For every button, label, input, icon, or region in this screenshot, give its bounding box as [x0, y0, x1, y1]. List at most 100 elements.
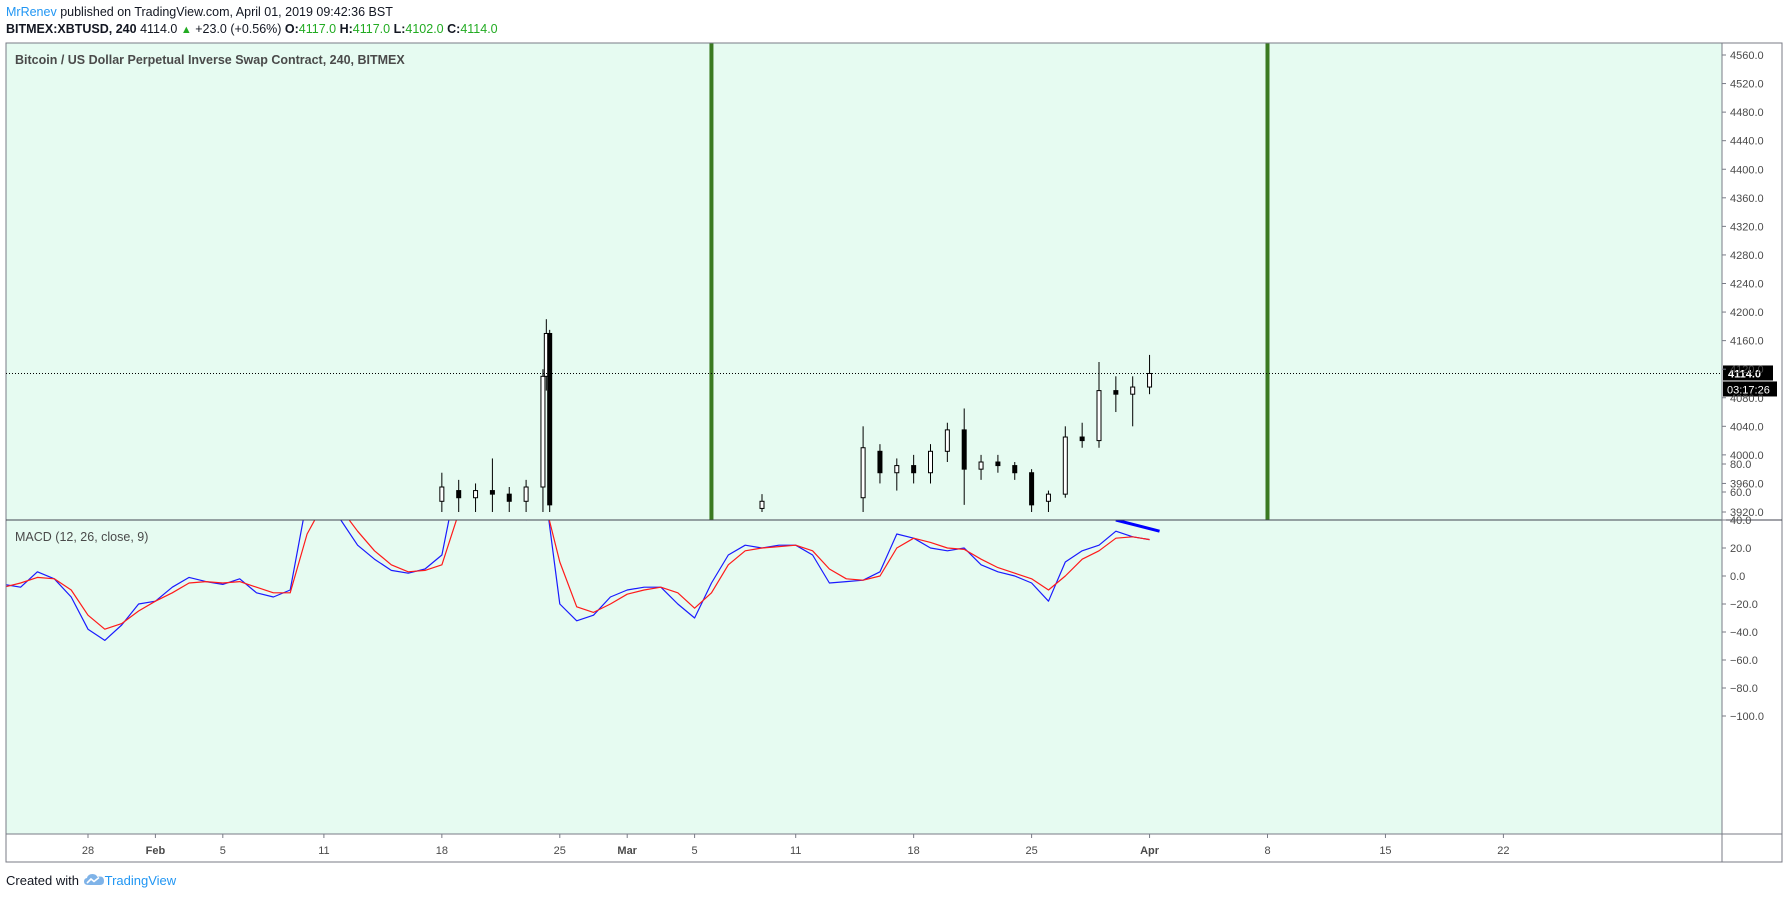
price-tick-label: 4440.0 — [1730, 136, 1764, 148]
time-tick-label: 5 — [220, 845, 226, 857]
candle[interactable] — [1113, 376, 1119, 413]
tradingview-link[interactable]: TradingView — [104, 873, 177, 888]
signal-line-series[interactable] — [0, 470, 1150, 630]
high-label: H: — [339, 22, 353, 36]
macd-lines-group — [0, 461, 1160, 641]
macd-tick-label: 40.0 — [1730, 515, 1751, 527]
last-price-marker: 4114.0 03:17:26 — [6, 365, 1777, 397]
last-price-tag-text: 4114.0 — [1728, 368, 1761, 380]
candle-body — [506, 493, 512, 502]
last-price-tag — [1723, 365, 1773, 381]
candle[interactable] — [894, 458, 900, 491]
candle[interactable] — [877, 444, 883, 484]
candle-body — [540, 375, 546, 488]
candle-body — [456, 490, 462, 499]
candle[interactable] — [506, 487, 512, 512]
author-link[interactable]: MrRenev — [6, 5, 57, 19]
candle-body — [489, 490, 495, 495]
candles-group — [439, 319, 1153, 512]
chart-outer-border — [5, 42, 1783, 863]
time-tick-label: 8 — [1264, 845, 1270, 857]
candle-body — [1113, 390, 1119, 395]
candle[interactable] — [547, 329, 553, 512]
macd-line-series[interactable] — [0, 461, 1150, 641]
candle-body — [1012, 465, 1018, 474]
tradingview-cloud-icon — [83, 874, 104, 885]
candle[interactable] — [1045, 490, 1051, 512]
time-tick-label: 15 — [1379, 845, 1391, 857]
time-tick-label: Mar — [617, 845, 637, 857]
candle-body — [1029, 472, 1035, 506]
up-arrow-icon: ▲ — [180, 24, 192, 36]
candle-body — [1130, 386, 1136, 395]
price-tick-label: 4320.0 — [1730, 221, 1764, 233]
macd-tick-label: 20.0 — [1730, 543, 1751, 555]
candle[interactable] — [995, 454, 1001, 473]
price-tick-label: 4280.0 — [1730, 250, 1764, 262]
candle-body — [547, 332, 553, 506]
candle[interactable] — [978, 454, 984, 480]
candle[interactable] — [944, 422, 950, 463]
open-value: 4117.0 — [298, 22, 337, 36]
candle-body — [978, 461, 984, 470]
candle-body — [1147, 372, 1153, 388]
time-tick-label: 11 — [790, 845, 801, 857]
candle[interactable] — [911, 454, 917, 484]
candle[interactable] — [1012, 462, 1018, 480]
price-tick-label: 3960.0 — [1730, 478, 1764, 490]
low-label: L: — [393, 22, 406, 36]
macd-pane-background[interactable] — [6, 520, 1722, 834]
candle[interactable] — [1062, 426, 1068, 498]
time-tick-label: Apr — [1140, 845, 1160, 857]
chart-header: MrRenev published on TradingView.com, Ap… — [6, 4, 498, 39]
candle[interactable] — [439, 472, 445, 512]
candle[interactable] — [1079, 422, 1085, 448]
candle-body — [1096, 390, 1102, 442]
candle[interactable] — [1130, 376, 1136, 427]
candle[interactable] — [759, 494, 765, 512]
candle[interactable] — [1096, 362, 1102, 448]
macd-tick-label: 80.0 — [1730, 459, 1751, 471]
candle[interactable] — [928, 444, 933, 484]
candle-body — [523, 486, 529, 502]
candle-body — [995, 461, 1001, 467]
price-tick-label: 4560.0 — [1730, 50, 1764, 62]
candle[interactable] — [473, 483, 479, 512]
price-tick-label: 3920.0 — [1730, 507, 1764, 519]
price-pane-background[interactable] — [6, 43, 1722, 520]
price-axis[interactable]: 4560.0 4520.0 4480.0 4440.0 4400.0 4360.0 4320… — [1722, 50, 1764, 519]
candle[interactable] — [540, 369, 546, 512]
price-tick-label: 4120.0 — [1730, 364, 1764, 376]
symbol-label: BITMEX:XBTUSD, 240 — [6, 22, 137, 36]
time-tick-label: 25 — [554, 845, 566, 857]
candle[interactable] — [961, 408, 967, 505]
chart-borders — [5, 42, 1783, 863]
time-tick-label: 18 — [436, 845, 448, 857]
macd-tick-label: 0.0 — [1730, 571, 1745, 583]
trendline-annotation[interactable] — [1115, 520, 1160, 533]
price-tick-label: 4200.0 — [1730, 307, 1764, 319]
candle-body — [1045, 493, 1051, 502]
publish-line: MrRenev published on TradingView.com, Ap… — [6, 4, 498, 21]
candle[interactable] — [456, 479, 462, 512]
macd-tick-label: −20.0 — [1730, 599, 1758, 611]
macd-tick-label: −60.0 — [1730, 655, 1758, 667]
time-tick-label: 11 — [318, 845, 329, 857]
price-tick-label: 4400.0 — [1730, 164, 1764, 176]
candle[interactable] — [523, 479, 529, 512]
footer: Created with TradingView — [6, 873, 176, 888]
time-tick-label: 28 — [82, 845, 94, 857]
created-with-text: Created with — [6, 873, 79, 888]
candle[interactable] — [1029, 469, 1035, 512]
macd-axis[interactable]: 80.0 60.0 40.0 20.0 0.0 −20.0 −40.0 −60.0 −80.0 −… — [1722, 459, 1764, 723]
candle[interactable] — [489, 458, 495, 512]
candle[interactable] — [860, 426, 866, 512]
high-value: 4117.0 — [352, 22, 391, 36]
change-value: +23.0 (+0.56%) — [195, 22, 282, 36]
candle-body — [1079, 436, 1085, 442]
low-value: 4102.0 — [405, 22, 444, 36]
time-axis[interactable]: 28 Feb 5 11 18 25 Mar 5 11 18 25 Apr 8 15 22 — [82, 834, 1510, 857]
candle-body — [961, 429, 967, 470]
candle-body — [877, 450, 883, 474]
